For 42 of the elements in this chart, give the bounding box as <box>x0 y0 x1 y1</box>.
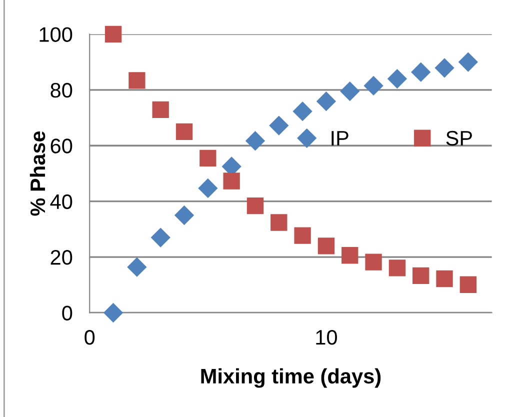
point <box>318 238 335 254</box>
point <box>198 178 218 198</box>
point <box>365 254 382 270</box>
point <box>246 197 264 214</box>
legend-label: IP <box>332 131 348 146</box>
y-tick-label: 20 <box>50 250 72 265</box>
point <box>269 116 288 136</box>
point <box>412 267 430 284</box>
point <box>104 26 122 43</box>
point <box>316 92 336 111</box>
point <box>458 52 478 72</box>
point <box>411 62 430 82</box>
point <box>151 228 170 248</box>
y-axis-title: % Phase <box>30 131 46 216</box>
point <box>246 131 265 150</box>
point <box>364 76 384 96</box>
point <box>388 260 406 276</box>
point <box>152 101 169 118</box>
point <box>128 72 146 89</box>
y-tick-label: 80 <box>50 82 72 98</box>
legend-label: SP <box>446 130 472 146</box>
point <box>434 58 454 78</box>
point <box>294 227 311 244</box>
point <box>270 214 288 231</box>
y-tick-label: 0 <box>62 306 72 321</box>
point <box>104 303 123 322</box>
y-tick-label: 40 <box>50 194 72 210</box>
point <box>460 276 476 293</box>
point <box>223 172 240 190</box>
point <box>200 150 216 166</box>
point <box>342 247 358 264</box>
point <box>174 206 194 225</box>
point <box>176 123 193 140</box>
x-tick-label: 10 <box>316 330 337 345</box>
point <box>293 102 312 121</box>
y-tick-label: 100 <box>40 27 72 42</box>
x-axis-title: Mixing time (days) <box>201 368 381 388</box>
point <box>127 258 146 277</box>
y-tick-label: 60 <box>50 138 72 154</box>
point <box>436 270 453 288</box>
point <box>388 69 407 88</box>
point <box>340 82 360 101</box>
